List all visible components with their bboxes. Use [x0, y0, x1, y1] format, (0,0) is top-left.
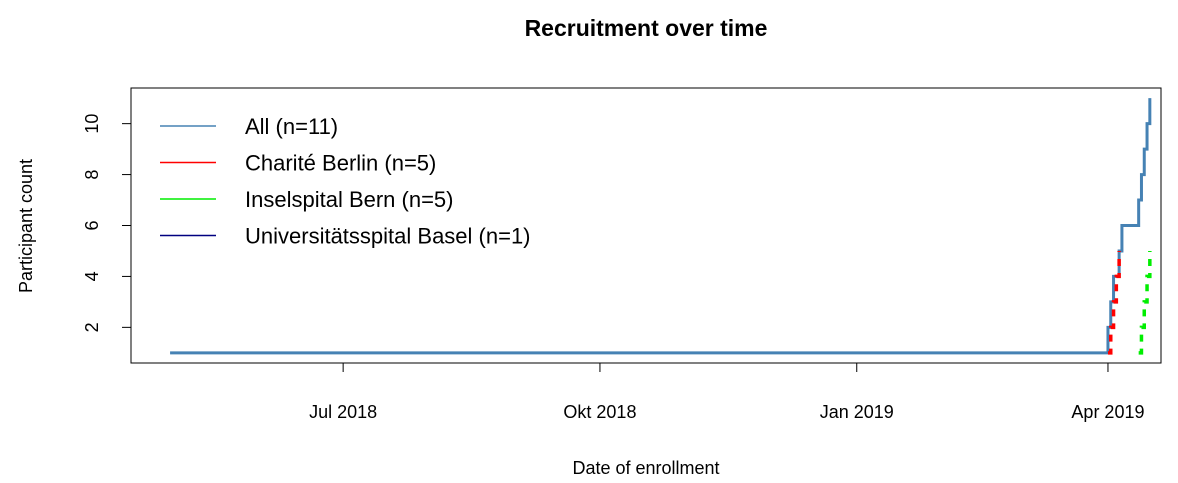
series-line	[1107, 250, 1121, 355]
y-tick-label: 2	[82, 322, 102, 332]
legend-label: Charité Berlin (n=5)	[245, 151, 436, 176]
legend-label: All (n=11)	[245, 114, 338, 139]
y-tick-label: 10	[82, 114, 102, 134]
legend-label: Inselspital Bern (n=5)	[245, 187, 454, 212]
x-tick-label: Okt 2018	[563, 402, 636, 422]
x-tick-label: Jan 2019	[820, 402, 894, 422]
y-axis-label: Participant count	[16, 159, 36, 293]
series-line	[1138, 250, 1152, 355]
x-tick-label: Jul 2018	[309, 402, 377, 422]
x-tick-label: Apr 2019	[1071, 402, 1144, 422]
chart-title: Recruitment over time	[525, 15, 768, 41]
y-tick-label: 4	[82, 271, 102, 281]
y-tick-label: 6	[82, 220, 102, 230]
series-line	[170, 98, 1152, 355]
legend-label: Universitätsspital Basel (n=1)	[245, 224, 531, 249]
x-axis-label: Date of enrollment	[572, 458, 719, 478]
y-tick-label: 8	[82, 170, 102, 180]
